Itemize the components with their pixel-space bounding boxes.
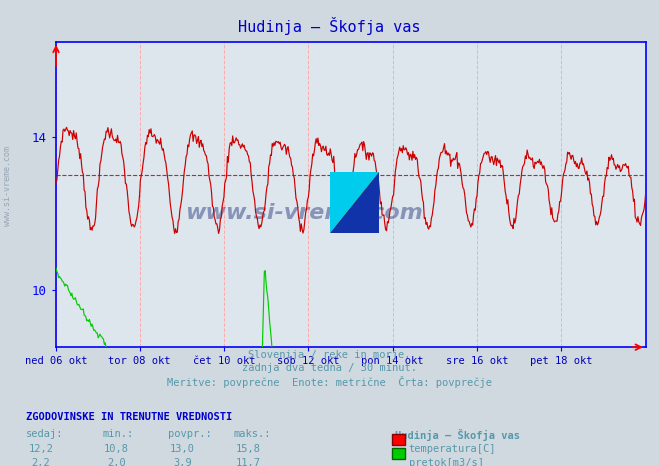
Text: temperatura[C]: temperatura[C] [409, 444, 496, 453]
Text: povpr.:: povpr.: [168, 429, 212, 439]
Text: 13,0: 13,0 [170, 444, 195, 453]
Polygon shape [330, 172, 379, 233]
Text: Hudinja – Škofja vas: Hudinja – Škofja vas [395, 429, 521, 441]
Text: Hudinja – Škofja vas: Hudinja – Škofja vas [239, 17, 420, 35]
Text: 12,2: 12,2 [28, 444, 53, 453]
Text: 11,7: 11,7 [236, 458, 261, 466]
Text: 3,9: 3,9 [173, 458, 192, 466]
Text: pretok[m3/s]: pretok[m3/s] [409, 458, 484, 466]
Text: 10,8: 10,8 [104, 444, 129, 453]
Text: 15,8: 15,8 [236, 444, 261, 453]
Text: min.:: min.: [102, 429, 133, 439]
Polygon shape [330, 172, 379, 233]
Text: www.si-vreme.com: www.si-vreme.com [3, 146, 13, 226]
Text: www.si-vreme.com: www.si-vreme.com [185, 203, 422, 223]
Text: Slovenija / reke in morje.: Slovenija / reke in morje. [248, 350, 411, 360]
Text: maks.:: maks.: [234, 429, 272, 439]
Text: 2,0: 2,0 [107, 458, 126, 466]
Text: Meritve: povprečne  Enote: metrične  Črta: povprečje: Meritve: povprečne Enote: metrične Črta:… [167, 376, 492, 388]
Text: ZGODOVINSKE IN TRENUTNE VREDNOSTI: ZGODOVINSKE IN TRENUTNE VREDNOSTI [26, 412, 233, 422]
Text: sedaj:: sedaj: [26, 429, 64, 439]
Text: zadnja dva tedna / 30 minut.: zadnja dva tedna / 30 minut. [242, 363, 417, 373]
Text: 2,2: 2,2 [32, 458, 50, 466]
